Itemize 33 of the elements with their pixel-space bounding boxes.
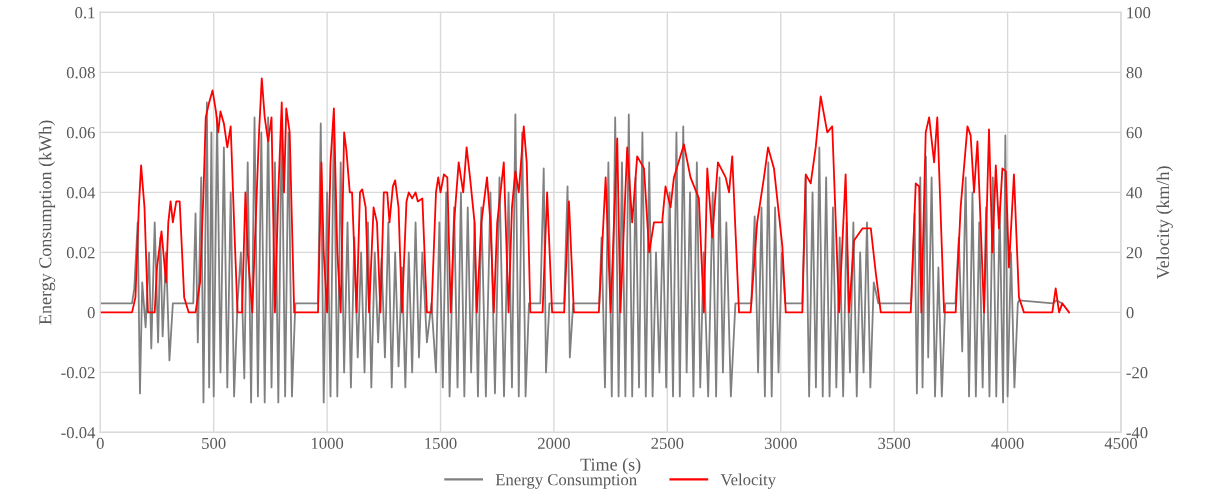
line-series [100, 101, 1063, 404]
legend-label: Velocity [720, 473, 776, 489]
y2-tick-label: 0 [1126, 307, 1134, 319]
x-tick-label: 4000 [991, 437, 1024, 449]
x-tick-label: 1000 [311, 437, 344, 449]
y-tick-label: -0.02 [61, 367, 95, 379]
x-tick-label: 3000 [764, 437, 797, 449]
y-axis-title: Energy Consumption (kWh) [38, 120, 56, 325]
y-tick-label: 0.06 [66, 127, 95, 139]
y2-tick-label: 80 [1126, 67, 1142, 79]
y2-tick-label: 60 [1126, 127, 1142, 139]
y-tick-label: 0.1 [75, 7, 95, 19]
y2-tick-label: -20 [1126, 367, 1148, 379]
y-tick-label: 0.02 [66, 247, 95, 259]
y2-tick-label: 40 [1126, 187, 1142, 199]
x-tick-label: 2500 [651, 437, 684, 449]
x-tick-label: 500 [202, 437, 226, 449]
legend-label: Energy Consumption [495, 474, 637, 489]
x-tick-label: 3500 [878, 437, 911, 449]
x-axis-title: Time (s) [580, 457, 641, 475]
line-series [100, 77, 1070, 314]
x-tick-label: 4500 [1104, 437, 1138, 449]
y-tick-label: 0 [87, 307, 95, 319]
y2-axis-title: Velocity (km/h) [1156, 166, 1173, 280]
x-tick-label: 0 [96, 437, 104, 449]
y-tick-label: 0.04 [66, 187, 96, 199]
y2-tick-label: -40 [1126, 427, 1148, 439]
x-tick-label: 2000 [538, 437, 570, 449]
y2-tick-label: 100 [1127, 7, 1151, 19]
x-tick-label: 1500 [425, 437, 457, 449]
y-tick-label: 0.08 [66, 67, 95, 79]
y-tick-label: -0.04 [61, 427, 96, 439]
y2-tick-label: 20 [1126, 247, 1142, 259]
